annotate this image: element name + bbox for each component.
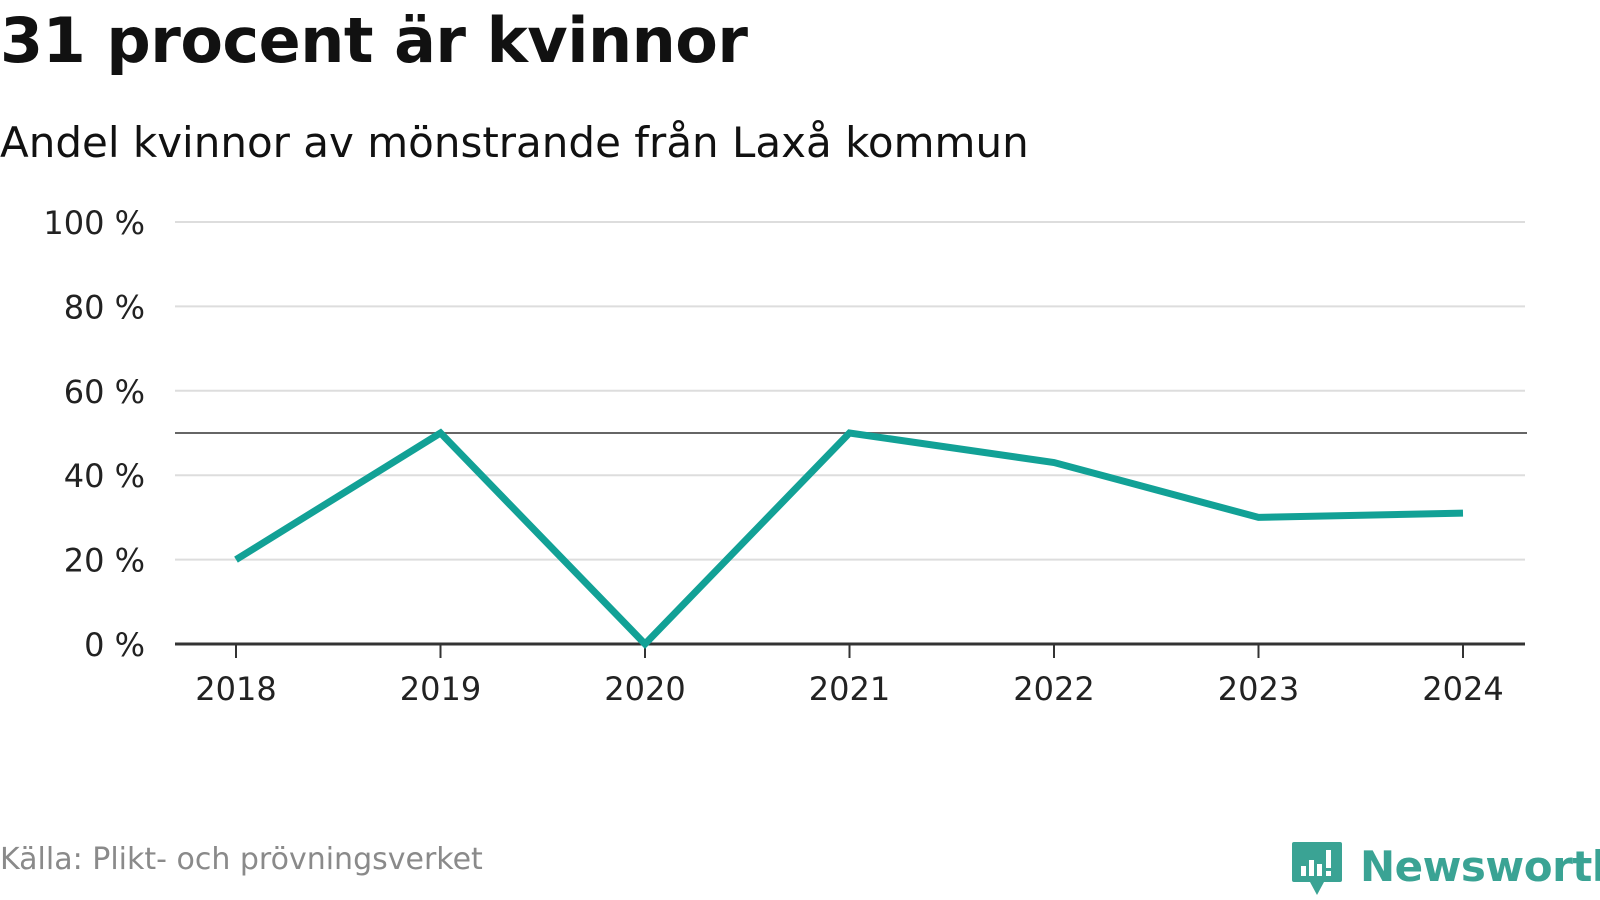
gridlines — [175, 221, 1525, 561]
data-point — [645, 644, 646, 645]
x-tick-label: 2021 — [809, 670, 890, 708]
y-tick-label: 20 % — [64, 542, 145, 580]
series-line — [234, 428, 1464, 650]
brand-logo: Newsworthy — [1290, 840, 1600, 900]
y-tick-label: 80 % — [64, 288, 145, 326]
brand-name: Newsworthy — [1360, 842, 1600, 891]
chart-title: 31 procent är kvinnor — [0, 4, 748, 77]
x-tick-label: 2018 — [195, 670, 276, 708]
source-note: Källa: Plikt- och prövningsverket — [0, 842, 483, 877]
data-point — [1054, 462, 1055, 463]
tick-labels: 0 % 20 % 40 % 60 % 80 % 100 % 2018 2019 2020 2021… — [43, 204, 1503, 708]
axes — [175, 642, 1525, 658]
y-tick-label: 100 % — [43, 204, 145, 242]
data-point — [849, 433, 850, 434]
series-group — [234, 428, 1464, 650]
x-tick-label: 2022 — [1013, 670, 1094, 708]
x-tick-label: 2023 — [1218, 670, 1299, 708]
data-point — [1463, 513, 1464, 514]
y-tick-label: 40 % — [64, 457, 145, 495]
x-tick-label: 2024 — [1422, 670, 1503, 708]
x-tick-label: 2019 — [400, 670, 481, 708]
x-tick-label: 2020 — [604, 670, 685, 708]
chart-subtitle: Andel kvinnor av mönstrande från Laxå ko… — [0, 118, 1029, 167]
newsworthy-logo-icon — [1292, 842, 1342, 895]
y-tick-label: 60 % — [64, 373, 145, 411]
data-point — [236, 559, 237, 560]
data-point — [1258, 517, 1259, 518]
data-point — [440, 433, 441, 434]
y-tick-label: 0 % — [84, 626, 145, 664]
